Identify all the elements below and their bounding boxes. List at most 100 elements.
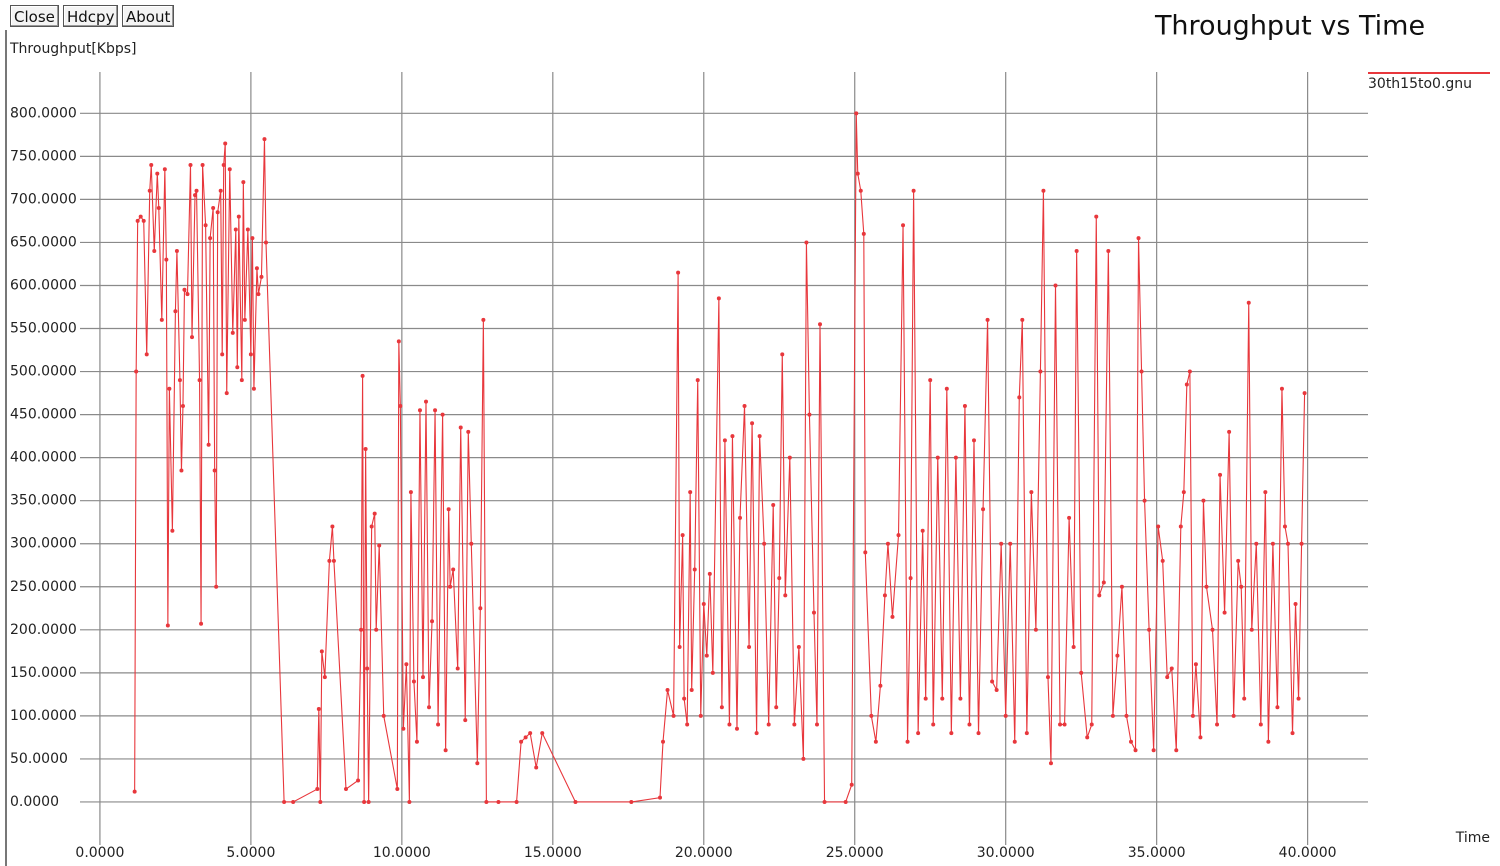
data-point — [771, 502, 776, 507]
data-point — [528, 731, 533, 736]
data-point — [1266, 739, 1271, 744]
data-point — [1119, 584, 1124, 589]
data-point — [414, 739, 419, 744]
data-point — [369, 524, 374, 529]
data-point — [1190, 713, 1195, 718]
data-point — [742, 403, 747, 408]
data-point — [738, 515, 743, 520]
data-point — [911, 188, 916, 193]
data-point — [155, 171, 160, 176]
data-point — [698, 713, 703, 718]
data-point — [200, 162, 205, 167]
close-button[interactable]: Close — [10, 5, 59, 27]
data-point — [1187, 369, 1192, 374]
y-tick-label: 600.0000 — [10, 277, 77, 293]
data-point — [417, 408, 422, 413]
data-point — [218, 188, 223, 193]
data-point — [316, 706, 321, 711]
data-point — [374, 627, 379, 632]
data-point — [730, 434, 735, 439]
data-point — [199, 621, 204, 626]
y-tick-label: 350.0000 — [10, 493, 77, 509]
data-point — [1215, 722, 1220, 727]
data-point — [685, 722, 690, 727]
data-point — [443, 748, 448, 753]
data-point — [519, 739, 524, 744]
data-point — [188, 162, 193, 167]
y-tick-label: 750.0000 — [10, 148, 77, 164]
data-point — [1151, 748, 1156, 753]
data-point — [1062, 722, 1067, 727]
data-point — [263, 240, 268, 245]
data-point — [1236, 558, 1241, 563]
y-tick-label: 400.0000 — [10, 450, 77, 466]
data-point — [221, 162, 226, 167]
data-point — [377, 543, 382, 548]
data-point — [235, 365, 240, 370]
data-point — [657, 795, 662, 800]
data-point — [1085, 735, 1090, 740]
data-point — [962, 403, 967, 408]
data-point — [134, 369, 139, 374]
data-point — [174, 249, 179, 254]
hdcpy-button[interactable]: Hdcpy — [63, 5, 119, 27]
data-point — [330, 524, 335, 529]
data-point — [1169, 666, 1174, 671]
y-tick-label: 150.0000 — [10, 665, 77, 681]
data-point — [212, 468, 217, 473]
data-point — [197, 378, 202, 383]
data-point — [173, 309, 178, 314]
data-point — [262, 137, 267, 142]
data-point — [1033, 627, 1038, 632]
data-point — [144, 352, 149, 357]
data-point — [363, 447, 368, 452]
data-point — [719, 705, 724, 710]
data-point — [223, 141, 228, 146]
x-tick-label: 40.0000 — [1279, 845, 1337, 861]
data-point — [420, 675, 425, 680]
data-point — [928, 378, 933, 383]
data-point — [430, 619, 435, 624]
data-point — [885, 541, 890, 546]
data-point — [811, 610, 816, 615]
data-point — [1048, 761, 1053, 766]
data-point — [890, 614, 895, 619]
data-point — [882, 593, 887, 598]
data-point — [677, 645, 682, 650]
data-point — [147, 188, 152, 193]
data-point — [920, 528, 925, 533]
data-point — [1282, 524, 1287, 529]
data-point — [869, 713, 874, 718]
data-point — [372, 511, 377, 516]
data-point — [1218, 472, 1223, 477]
data-point — [424, 399, 429, 404]
data-point — [976, 731, 981, 736]
y-tick-label: 50.0000 — [10, 751, 68, 767]
data-point — [695, 378, 700, 383]
data-point — [407, 799, 412, 804]
data-point — [1124, 713, 1129, 718]
data-point — [1110, 713, 1115, 718]
data-point — [873, 739, 878, 744]
data-point — [1201, 498, 1206, 503]
about-button[interactable]: About — [122, 5, 175, 27]
data-point — [858, 188, 863, 193]
data-point — [1008, 541, 1013, 546]
x-tick-label: 25.0000 — [826, 845, 884, 861]
x-tick-label: 30.0000 — [977, 845, 1035, 861]
data-point — [1003, 713, 1008, 718]
data-point — [1275, 705, 1280, 710]
data-point — [233, 227, 238, 232]
data-point — [1249, 627, 1254, 632]
data-point — [319, 649, 324, 654]
data-point — [1038, 369, 1043, 374]
data-point — [661, 739, 666, 744]
data-point — [141, 218, 146, 223]
data-point — [440, 412, 445, 417]
data-point — [734, 726, 739, 731]
y-tick-label: 250.0000 — [10, 579, 77, 595]
data-point — [1181, 490, 1186, 495]
data-point — [514, 799, 519, 804]
data-point — [1029, 490, 1034, 495]
x-tick-label: 15.0000 — [524, 845, 582, 861]
